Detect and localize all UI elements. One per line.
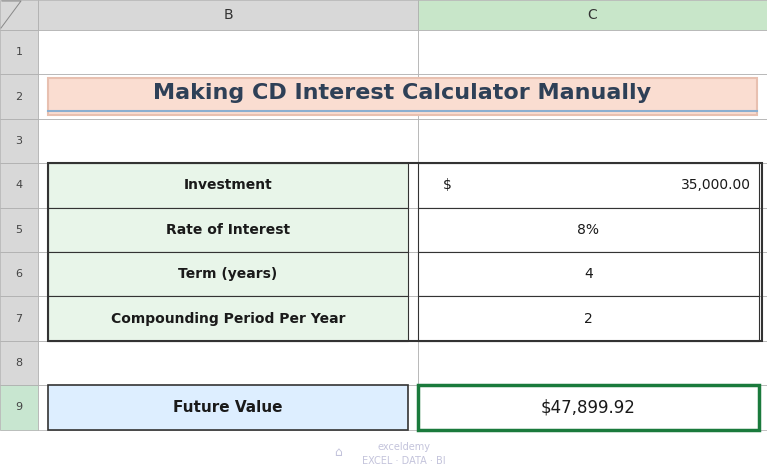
Bar (38, 30, 418, 74)
Text: $: $ (443, 178, 452, 192)
Bar (0, 296, 38, 341)
Text: 35,000.00: 35,000.00 (681, 178, 751, 192)
Bar (0, 341, 38, 385)
Text: 2: 2 (15, 91, 22, 101)
Bar (0, 0, 38, 30)
Text: 4: 4 (15, 181, 22, 191)
Bar (418, 119, 767, 163)
Text: 7: 7 (15, 314, 22, 324)
Bar (48, 296, 408, 341)
Bar (418, 341, 767, 385)
Text: 5: 5 (15, 225, 22, 235)
Bar (48, 208, 408, 252)
Text: 9: 9 (15, 402, 22, 412)
Bar (38, 0, 418, 30)
Bar (418, 296, 767, 341)
Bar (418, 252, 767, 296)
Bar (38, 252, 418, 296)
Bar (38, 296, 418, 341)
Bar (38, 341, 418, 385)
Bar (38, 119, 418, 163)
Bar (48, 163, 762, 341)
Text: B: B (223, 8, 233, 22)
Bar (0, 163, 38, 208)
Bar (0, 208, 38, 252)
Text: 2: 2 (584, 311, 593, 326)
Text: 6: 6 (15, 269, 22, 279)
Bar (418, 385, 767, 429)
Text: exceldemy
EXCEL · DATA · BI: exceldemy EXCEL · DATA · BI (362, 442, 446, 466)
Bar (0, 119, 38, 163)
Text: Compounding Period Per Year: Compounding Period Per Year (110, 311, 345, 326)
Bar (418, 74, 767, 119)
Bar (0, 74, 38, 119)
Bar (48, 163, 408, 208)
Bar (38, 385, 418, 429)
Bar (418, 208, 767, 252)
Bar (418, 30, 767, 74)
Text: Investment: Investment (183, 178, 272, 192)
Text: ⌂: ⌂ (334, 446, 342, 458)
Text: 1: 1 (15, 47, 22, 57)
Bar (0, 385, 38, 429)
Bar (418, 385, 759, 429)
Bar (48, 252, 408, 296)
Text: 4: 4 (584, 267, 593, 281)
Text: 8%: 8% (578, 223, 600, 237)
Bar (418, 252, 759, 296)
Bar (0, 30, 38, 74)
Bar (0, 252, 38, 296)
Text: Future Value: Future Value (173, 400, 283, 415)
Bar (38, 208, 418, 252)
Bar (418, 163, 759, 208)
Bar (38, 74, 418, 119)
Text: Making CD Interest Calculator Manually: Making CD Interest Calculator Manually (153, 82, 651, 102)
Text: 3: 3 (15, 136, 22, 146)
Text: 8: 8 (15, 358, 22, 368)
Text: Term (years): Term (years) (179, 267, 278, 281)
Bar (38, 163, 418, 208)
Bar (418, 0, 767, 30)
Text: Rate of Interest: Rate of Interest (166, 223, 290, 237)
Bar (418, 208, 759, 252)
Bar (48, 385, 408, 429)
Bar (418, 296, 759, 341)
Text: C: C (588, 8, 597, 22)
Text: $47,899.92: $47,899.92 (541, 399, 636, 416)
Bar (418, 163, 767, 208)
Bar (48, 78, 757, 115)
